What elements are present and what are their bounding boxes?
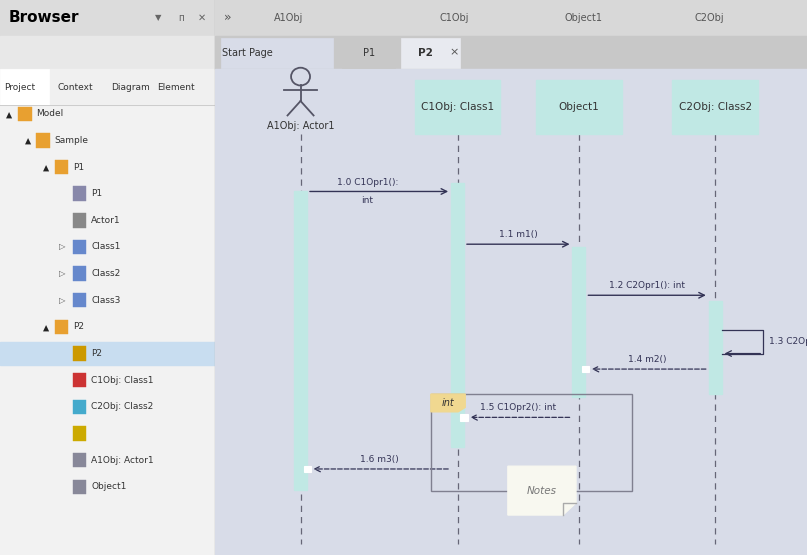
Bar <box>19 107 31 121</box>
Text: Start Page: Start Page <box>222 48 273 58</box>
Text: ▷: ▷ <box>59 243 65 251</box>
Bar <box>536 80 622 134</box>
Text: ◀: ◀ <box>23 137 31 144</box>
Text: »: » <box>224 11 231 24</box>
Text: Project: Project <box>4 83 36 92</box>
Text: ▷: ▷ <box>59 269 65 278</box>
Text: Element: Element <box>157 83 194 92</box>
Bar <box>73 266 86 281</box>
Text: A1Obj: Actor1: A1Obj: Actor1 <box>91 456 154 465</box>
Bar <box>73 373 86 387</box>
Text: P2: P2 <box>91 349 102 358</box>
Bar <box>73 480 86 494</box>
Bar <box>55 160 68 174</box>
Bar <box>0 69 215 105</box>
Bar <box>0 69 49 105</box>
Text: ◀: ◀ <box>4 110 13 117</box>
Text: Class2: Class2 <box>91 269 120 278</box>
Bar <box>303 466 311 472</box>
Bar <box>55 320 68 334</box>
Text: Browser: Browser <box>9 10 79 26</box>
Text: P1: P1 <box>91 189 102 198</box>
Text: Context: Context <box>58 83 94 92</box>
Text: C2Obj: C2Obj <box>695 13 724 23</box>
Text: 1.2 C2Opr1(): int: 1.2 C2Opr1(): int <box>609 281 685 290</box>
Bar <box>36 133 50 148</box>
Text: Model: Model <box>36 109 64 118</box>
Bar <box>73 213 86 228</box>
Bar <box>0 36 215 69</box>
Text: Sample: Sample <box>55 136 89 145</box>
Bar <box>73 453 86 467</box>
Text: Object1: Object1 <box>558 102 600 112</box>
Bar <box>73 346 86 361</box>
Polygon shape <box>431 394 465 412</box>
Text: A1Obj: Actor1: A1Obj: Actor1 <box>267 121 334 131</box>
Text: C2Obj: Class2: C2Obj: Class2 <box>91 402 153 411</box>
Text: C2Obj: Class2: C2Obj: Class2 <box>679 102 752 112</box>
Bar <box>294 191 307 490</box>
Bar <box>572 247 585 397</box>
Text: 1.0 C1Opr1():: 1.0 C1Opr1(): <box>337 178 398 187</box>
Text: C1Obj: C1Obj <box>440 13 469 23</box>
Text: ▼: ▼ <box>155 13 161 22</box>
Text: ◀: ◀ <box>41 164 50 170</box>
Text: Diagram: Diagram <box>111 83 150 92</box>
Text: A1Obj: A1Obj <box>274 13 303 23</box>
Bar <box>215 0 807 36</box>
Text: ◀: ◀ <box>41 324 50 330</box>
Bar <box>709 301 721 394</box>
Text: 1.4 m2(): 1.4 m2() <box>628 355 667 364</box>
Text: 1.1 m1(): 1.1 m1() <box>499 230 537 239</box>
Text: Object1: Object1 <box>564 13 602 23</box>
Text: Notes: Notes <box>527 486 557 496</box>
Bar <box>0 0 215 36</box>
Text: int: int <box>441 398 454 408</box>
Text: P2: P2 <box>73 322 84 331</box>
Polygon shape <box>508 466 576 515</box>
Text: ✕: ✕ <box>198 13 206 23</box>
Bar <box>431 394 632 491</box>
Text: P2: P2 <box>417 48 433 58</box>
Bar <box>73 186 86 201</box>
Bar <box>415 80 500 134</box>
Text: Class3: Class3 <box>91 296 120 305</box>
Text: Object1: Object1 <box>91 482 127 491</box>
Bar <box>73 426 86 441</box>
Text: C1Obj: Class1: C1Obj: Class1 <box>421 102 494 112</box>
Text: C1Obj: Class1: C1Obj: Class1 <box>91 376 153 385</box>
Text: 1.5 C1Opr2(): int: 1.5 C1Opr2(): int <box>480 403 556 412</box>
Bar <box>672 80 758 134</box>
Text: 1.3 C2Opr2(): float: 1.3 C2Opr2(): float <box>769 337 807 346</box>
Text: 1.6 m3(): 1.6 m3() <box>360 455 399 464</box>
Text: Class1: Class1 <box>91 243 120 251</box>
Text: int: int <box>362 196 373 205</box>
Bar <box>215 36 807 69</box>
Bar <box>461 414 467 421</box>
Bar <box>582 366 589 372</box>
Bar <box>220 38 333 68</box>
Text: P1: P1 <box>73 163 84 171</box>
Bar <box>73 400 86 414</box>
Text: P1: P1 <box>362 48 374 58</box>
Text: ▷: ▷ <box>59 296 65 305</box>
Bar <box>342 38 395 68</box>
Bar <box>73 293 86 307</box>
Bar <box>0 342 215 365</box>
Text: ×: × <box>449 48 459 58</box>
Bar <box>73 240 86 254</box>
Bar <box>215 69 807 555</box>
Text: ᴨ: ᴨ <box>178 13 184 23</box>
Bar <box>401 38 461 68</box>
Text: Actor1: Actor1 <box>91 216 121 225</box>
Bar <box>451 183 464 447</box>
